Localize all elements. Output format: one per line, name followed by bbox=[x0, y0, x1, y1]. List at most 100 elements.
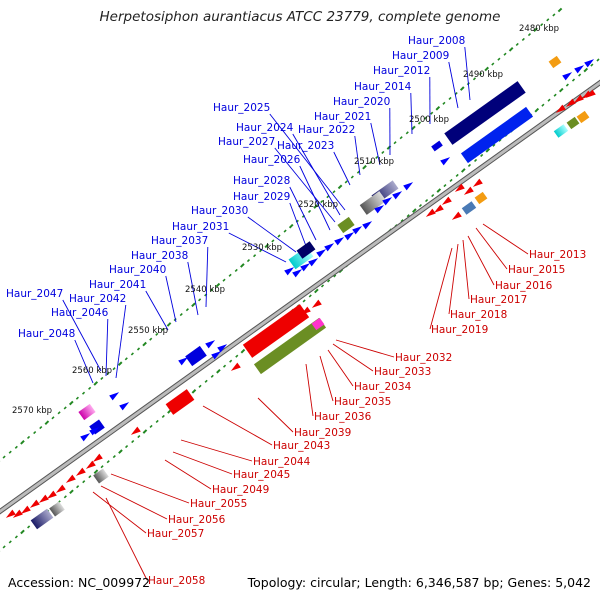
inner-tick bbox=[198, 384, 202, 388]
outer-tick bbox=[228, 273, 232, 277]
leader-lines-layer bbox=[62, 46, 529, 581]
outer-tick bbox=[417, 121, 422, 125]
feature-block bbox=[461, 201, 477, 215]
outer-tick bbox=[430, 111, 434, 115]
inner-tick bbox=[142, 429, 148, 434]
forward-arrow bbox=[284, 267, 295, 276]
inner-tick bbox=[27, 525, 31, 529]
forward-gene-label: Haur_2029 bbox=[233, 191, 290, 203]
outer-tick bbox=[130, 352, 134, 356]
outer-tick bbox=[369, 160, 373, 164]
outer-tick bbox=[191, 302, 196, 308]
inner-tick bbox=[590, 63, 594, 67]
reverse-gene-label: Haur_2043 bbox=[273, 440, 330, 452]
forward-leader-line bbox=[145, 290, 169, 331]
reverse-arrow bbox=[75, 467, 86, 476]
forward-leader-line bbox=[165, 275, 177, 323]
inner-tick bbox=[578, 73, 582, 77]
outer-tick bbox=[271, 239, 275, 243]
outer-tick bbox=[393, 141, 397, 145]
reverse-gene-label: Haur_2036 bbox=[314, 411, 372, 423]
forward-leader-line bbox=[269, 113, 346, 211]
inner-tick bbox=[467, 163, 471, 167]
feature-block bbox=[460, 106, 534, 164]
reverse-arrow bbox=[454, 183, 465, 192]
forward-leader-line bbox=[187, 261, 199, 316]
reverse-leader-line bbox=[332, 343, 374, 372]
backbone-line bbox=[0, 80, 600, 514]
outer-tick bbox=[215, 282, 221, 288]
scale-label: 2480 kbp bbox=[519, 24, 559, 34]
reverse-arrow bbox=[230, 362, 241, 371]
forward-gene-label: Haur_2024 bbox=[236, 122, 294, 134]
outer-tick bbox=[51, 416, 55, 420]
outer-tick bbox=[424, 116, 428, 120]
forward-gene-label: Haur_2023 bbox=[277, 140, 334, 152]
reverse-leader-line bbox=[172, 451, 233, 475]
outer-tick bbox=[307, 209, 312, 214]
reverse-leader-line bbox=[467, 235, 495, 286]
outer-tick bbox=[39, 426, 43, 430]
reverse-arrow bbox=[555, 104, 566, 113]
inner-tick bbox=[583, 67, 589, 73]
forward-arrow bbox=[334, 237, 345, 246]
reverse-leader-line bbox=[448, 243, 459, 315]
inner-tick bbox=[20, 529, 25, 535]
inner-tick bbox=[400, 219, 404, 223]
forward-leader-line bbox=[62, 299, 102, 372]
reverse-gene-label: Haur_2034 bbox=[354, 381, 412, 393]
reverse-leader-line bbox=[92, 491, 147, 534]
forward-leader-line bbox=[205, 246, 209, 308]
forward-arrow bbox=[308, 258, 319, 267]
feature-block bbox=[337, 216, 355, 234]
inner-tick bbox=[492, 143, 496, 147]
reverse-arrow bbox=[585, 89, 596, 98]
reverse-arrow bbox=[46, 490, 57, 499]
forward-gene-label: Haur_2009 bbox=[392, 50, 449, 62]
forward-leader-line bbox=[370, 122, 381, 166]
reverse-gene-label: Haur_2032 bbox=[395, 352, 452, 364]
outer-tick bbox=[246, 258, 251, 263]
forward-leader-line bbox=[333, 151, 351, 186]
inner-tick bbox=[473, 158, 478, 162]
backbone-layer bbox=[0, 79, 600, 515]
outer-tick bbox=[515, 42, 519, 46]
reverse-leader-line bbox=[180, 439, 253, 462]
reverse-leader-line bbox=[202, 405, 273, 446]
reverse-arrow bbox=[38, 494, 49, 503]
forward-arrow bbox=[316, 249, 327, 258]
reverse-gene-label: Haur_2033 bbox=[374, 366, 431, 378]
outer-tick bbox=[288, 223, 294, 229]
outer-tick bbox=[472, 77, 477, 81]
reverse-arrow bbox=[92, 453, 103, 462]
outer-tick bbox=[106, 371, 110, 376]
inner-tick bbox=[131, 439, 135, 444]
forward-gene-label: Haur_2037 bbox=[151, 235, 208, 247]
outer-tick bbox=[57, 411, 61, 415]
reverse-leader-line bbox=[335, 339, 395, 358]
feature-block bbox=[185, 345, 207, 367]
forward-arrow bbox=[440, 157, 451, 166]
forward-arrow bbox=[300, 263, 311, 272]
forward-gene-label: Haur_2038 bbox=[131, 250, 188, 262]
inner-tick bbox=[333, 274, 337, 278]
forward-gene-label: Haur_2021 bbox=[314, 111, 371, 123]
outer-tick bbox=[508, 46, 514, 52]
reverse-arrow bbox=[472, 178, 483, 187]
outer-tick bbox=[337, 184, 343, 190]
reverse-leader-line bbox=[462, 239, 470, 300]
forward-leader-line bbox=[105, 318, 109, 377]
forward-gene-label: Haur_2040 bbox=[109, 264, 166, 276]
inner-tick bbox=[565, 83, 569, 87]
scale-label: 2530 kbp bbox=[242, 243, 282, 253]
outer-tick bbox=[527, 32, 532, 37]
reverse-gene-label: Haur_2013 bbox=[529, 249, 586, 261]
scale-label: 2570 kbp bbox=[12, 406, 52, 416]
outer-tick bbox=[533, 27, 538, 32]
inner-tick bbox=[82, 480, 86, 484]
reverse-leader-line bbox=[327, 349, 354, 387]
outer-tick bbox=[557, 7, 563, 13]
outer-tick bbox=[332, 190, 336, 194]
inner-tick bbox=[406, 214, 410, 218]
outer-tick bbox=[277, 234, 281, 238]
